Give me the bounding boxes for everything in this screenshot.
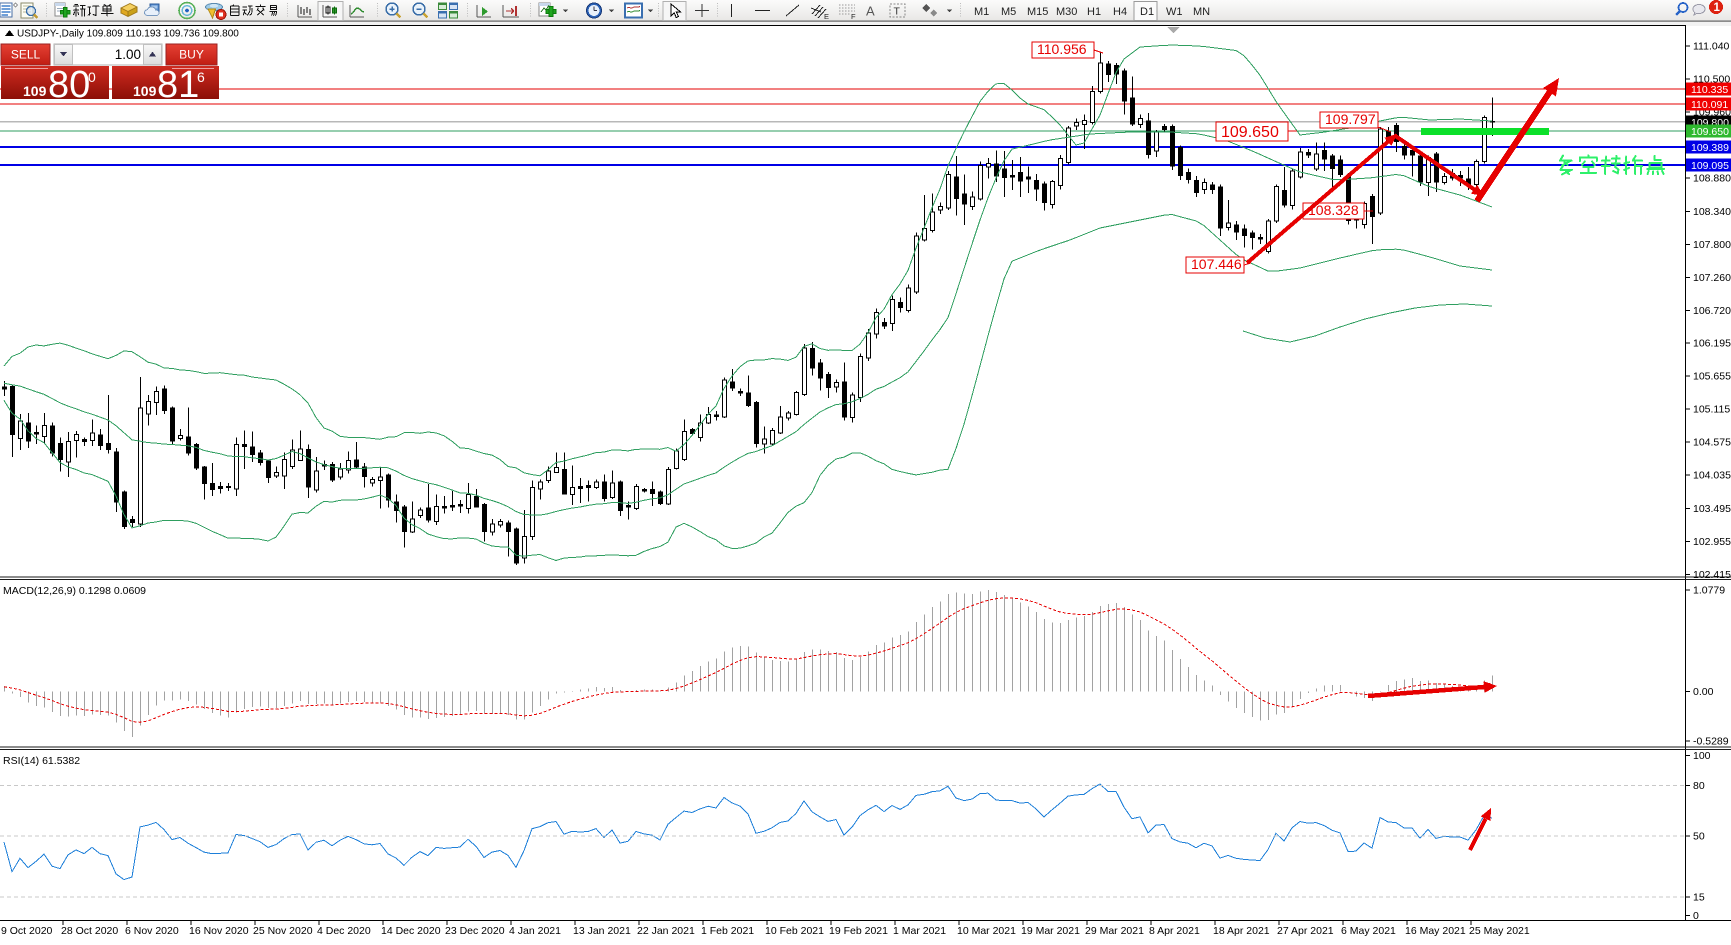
svg-text:109.389: 109.389 [1691, 142, 1729, 154]
svg-text:-0.5289: -0.5289 [1693, 736, 1729, 748]
svg-text:16 May 2021: 16 May 2021 [1405, 925, 1466, 937]
svg-text:T: T [894, 6, 901, 18]
svg-text:1 Mar 2021: 1 Mar 2021 [893, 925, 946, 937]
svg-text:105.115: 105.115 [1693, 404, 1730, 416]
svg-text:H1: H1 [1087, 6, 1101, 18]
svg-text:107.446: 107.446 [1191, 256, 1242, 272]
svg-text:15: 15 [1693, 892, 1705, 904]
svg-text:25 May 2021: 25 May 2021 [1469, 925, 1530, 937]
svg-text:102.415: 102.415 [1693, 569, 1731, 581]
svg-text:108.880: 108.880 [1693, 173, 1731, 185]
svg-text:80: 80 [1693, 780, 1705, 792]
svg-text:28 Oct 2020: 28 Oct 2020 [61, 925, 118, 937]
svg-text:19 Feb 2021: 19 Feb 2021 [829, 925, 888, 937]
svg-text:13 Jan 2021: 13 Jan 2021 [573, 925, 631, 937]
svg-text:111.040: 111.040 [1693, 40, 1730, 52]
svg-text:107.800: 107.800 [1693, 239, 1731, 251]
svg-text:A: A [866, 4, 875, 19]
svg-text:0: 0 [1693, 910, 1699, 922]
svg-text:80: 80 [48, 64, 90, 106]
svg-text:9 Oct 2020: 9 Oct 2020 [1, 925, 53, 937]
svg-text:M15: M15 [1027, 6, 1048, 18]
svg-text:E: E [824, 12, 829, 21]
svg-text:MN: MN [1193, 6, 1210, 18]
svg-text:110.956: 110.956 [1037, 41, 1087, 57]
svg-text:4 Jan 2021: 4 Jan 2021 [509, 925, 561, 937]
svg-text:SELL: SELL [11, 48, 41, 62]
svg-text:110.091: 110.091 [1691, 99, 1728, 111]
svg-text:1.00: 1.00 [115, 47, 141, 62]
svg-text:81: 81 [157, 64, 199, 106]
svg-text:M5: M5 [1001, 6, 1016, 18]
svg-text:8 Apr 2021: 8 Apr 2021 [1149, 925, 1200, 937]
svg-text:6 Nov 2020: 6 Nov 2020 [125, 925, 179, 937]
svg-text:109.650: 109.650 [1691, 126, 1729, 138]
svg-text:M30: M30 [1056, 6, 1077, 18]
svg-text:0.00: 0.00 [1693, 686, 1714, 698]
svg-text:103.495: 103.495 [1693, 503, 1731, 515]
svg-text:105.655: 105.655 [1693, 370, 1731, 382]
svg-text:BUY: BUY [179, 48, 204, 62]
svg-text:USDJPY-,Daily 109.809 110.193: USDJPY-,Daily 109.809 110.193 109.736 10… [17, 29, 239, 40]
svg-text:109: 109 [133, 83, 157, 99]
svg-text:27 Apr 2021: 27 Apr 2021 [1277, 925, 1334, 937]
svg-text:109: 109 [23, 83, 47, 99]
svg-text:D1: D1 [1140, 6, 1154, 18]
svg-text:110.335: 110.335 [1691, 84, 1728, 96]
svg-text:110.500: 110.500 [1693, 73, 1730, 85]
svg-text:106.720: 106.720 [1693, 305, 1731, 317]
svg-text:104.035: 104.035 [1693, 470, 1731, 482]
svg-text:22 Jan 2021: 22 Jan 2021 [637, 925, 695, 937]
svg-text:10 Mar 2021: 10 Mar 2021 [957, 925, 1016, 937]
svg-text:1.0779: 1.0779 [1693, 585, 1725, 597]
svg-text:W1: W1 [1166, 6, 1183, 18]
svg-text:1 Feb 2021: 1 Feb 2021 [701, 925, 754, 937]
svg-text:108.328: 108.328 [1308, 202, 1359, 218]
svg-text:RSI(14) 61.5382: RSI(14) 61.5382 [3, 755, 80, 767]
svg-text:29 Mar 2021: 29 Mar 2021 [1085, 925, 1144, 937]
svg-text:H4: H4 [1113, 6, 1127, 18]
svg-text:16 Nov 2020: 16 Nov 2020 [189, 925, 249, 937]
svg-text:25 Nov 2020: 25 Nov 2020 [253, 925, 313, 937]
svg-text:23 Dec 2020: 23 Dec 2020 [445, 925, 505, 937]
svg-text:6 May 2021: 6 May 2021 [1341, 925, 1396, 937]
svg-text:50: 50 [1693, 831, 1705, 843]
svg-text:10 Feb 2021: 10 Feb 2021 [765, 925, 824, 937]
svg-text:106.195: 106.195 [1693, 337, 1731, 349]
svg-text:107.260: 107.260 [1693, 272, 1731, 284]
svg-text:100: 100 [1693, 750, 1711, 762]
svg-text:18 Apr 2021: 18 Apr 2021 [1213, 925, 1270, 937]
svg-text:MACD(12,26,9) 0.1298 0.0609: MACD(12,26,9) 0.1298 0.0609 [3, 585, 146, 597]
svg-text:0: 0 [88, 69, 96, 85]
svg-text:102.955: 102.955 [1693, 536, 1731, 548]
svg-text:109.650: 109.650 [1221, 124, 1279, 141]
svg-text:F: F [851, 12, 856, 21]
svg-text:4 Dec 2020: 4 Dec 2020 [317, 925, 371, 937]
svg-text:109.797: 109.797 [1325, 111, 1376, 127]
svg-text:6: 6 [197, 69, 205, 85]
svg-text:109.095: 109.095 [1691, 160, 1729, 172]
svg-text:M1: M1 [974, 6, 989, 18]
svg-text:108.340: 108.340 [1693, 206, 1731, 218]
svg-text:104.575: 104.575 [1693, 437, 1731, 449]
svg-text:19 Mar 2021: 19 Mar 2021 [1021, 925, 1080, 937]
svg-text:14 Dec 2020: 14 Dec 2020 [381, 925, 441, 937]
svg-text:1: 1 [1714, 2, 1721, 14]
